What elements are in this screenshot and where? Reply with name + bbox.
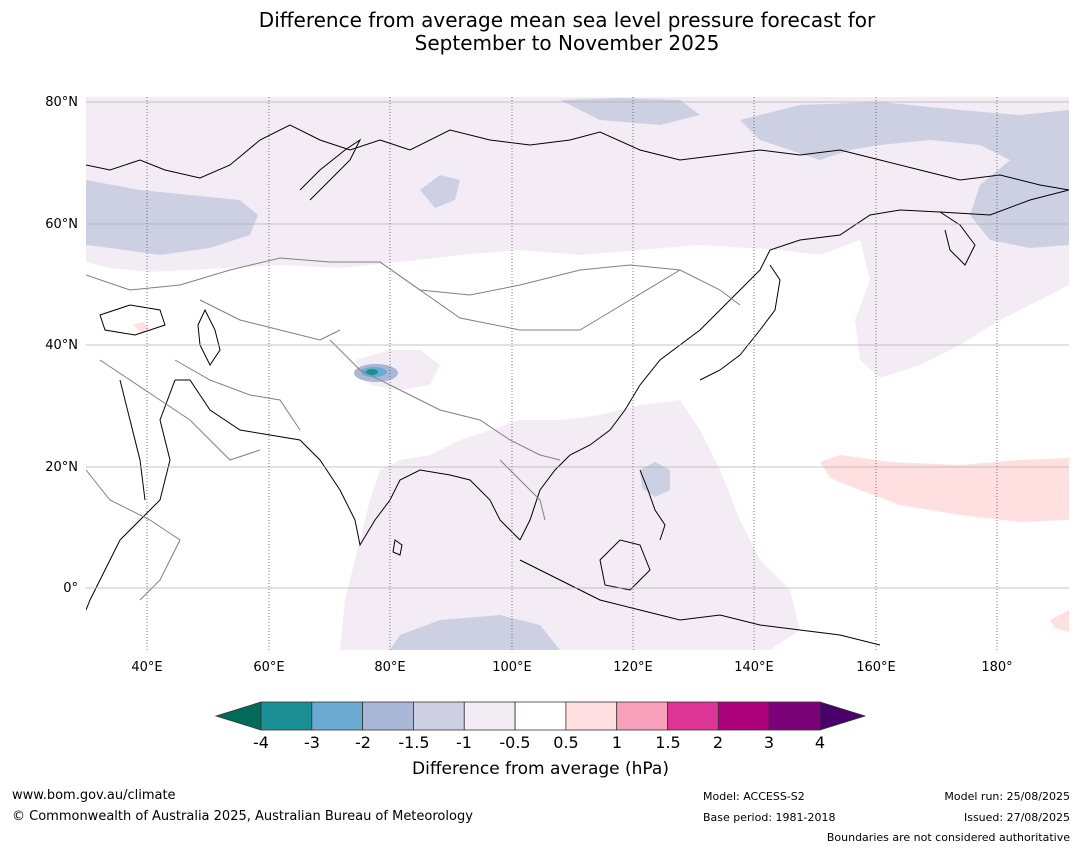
coast-kamchatka <box>939 211 976 266</box>
coast-indonesia <box>519 559 881 646</box>
colorbar <box>214 701 867 731</box>
lat-label-60n: 60°N <box>45 217 78 232</box>
footer-model-run: Model run: 25/08/2025 <box>944 790 1070 803</box>
colorbar-segment <box>717 701 770 731</box>
coast-eurasia-east <box>519 189 1069 541</box>
border-china-south <box>329 339 561 461</box>
colorbar-tick-1: -3 <box>304 733 320 752</box>
colorbar-over-triangle <box>819 701 867 731</box>
border-africa <box>86 469 181 601</box>
lat-label-0: 0° <box>63 581 78 596</box>
coast-sri-lanka <box>392 539 403 556</box>
colorbar-tick-10: 3 <box>763 733 775 752</box>
colorbar-segment <box>667 701 719 731</box>
lon-label-180: 180° <box>981 660 1013 675</box>
lat-label-80n: 80°N <box>45 95 78 110</box>
anomaly-maritime-darker <box>390 615 560 650</box>
title-line-1: Difference from average mean sea level p… <box>258 8 876 32</box>
colorbar-tick-6: 0.5 <box>553 733 579 752</box>
colorbar-tick-8: 1.5 <box>655 733 681 752</box>
colorbar-segment <box>616 701 668 731</box>
lon-label-140e: 140°E <box>734 660 774 675</box>
colorbar-tick-5: -0.5 <box>499 733 531 752</box>
lon-label-80e: 80°E <box>374 660 406 675</box>
footer-copyright: © Commonwealth of Australia 2025, Austra… <box>12 809 473 824</box>
colorbar-tick-7: 1 <box>611 733 623 752</box>
country-borders <box>86 257 741 601</box>
footer-website: www.bom.gov.au/climate <box>12 788 176 803</box>
lat-label-20n: 20°N <box>45 460 78 475</box>
colorbar-tick-4: -1 <box>456 733 472 752</box>
colorbar-tick-2: -2 <box>355 733 371 752</box>
border-southeast-asia <box>499 459 546 521</box>
coast-black-sea <box>99 304 166 336</box>
anomaly-west-siberia-patch <box>420 175 460 208</box>
anomaly-arctic-central <box>560 98 700 125</box>
anomaly-north-pacific-positive <box>820 455 1069 522</box>
footer-issued: Issued: 27/08/2025 <box>963 811 1070 824</box>
border-iran-afghan <box>174 359 301 431</box>
longitude-gridlines <box>146 97 998 650</box>
anomaly-caucasus-positive <box>133 322 150 333</box>
colorbar-tick-0: -4 <box>253 733 269 752</box>
coast-south-asia <box>175 379 521 547</box>
anomaly-north-pacific-lavender <box>855 240 1069 378</box>
colorbar-segments <box>260 701 821 731</box>
coast-caspian <box>197 308 221 366</box>
anomaly-east-pacific-positive <box>1050 610 1069 632</box>
colorbar-segment <box>311 701 364 731</box>
title-line-2: September to November 2025 <box>414 31 720 55</box>
lon-label-100e: 100°E <box>492 660 532 675</box>
colorbar-segment <box>565 701 618 731</box>
footer-model: Model: ACCESS-S2 <box>703 790 805 803</box>
colorbar-tick-3: -1.5 <box>398 733 430 752</box>
coast-red-sea <box>119 379 146 501</box>
colorbar-segment <box>514 701 567 731</box>
coast-eurasia-north <box>86 124 1069 191</box>
coast-japan <box>699 264 781 381</box>
anomaly-scandinavia <box>86 180 258 255</box>
colorbar-segment <box>463 701 516 731</box>
map-plot-area <box>86 97 1069 650</box>
border-mongolia <box>379 261 681 331</box>
coast-philippines <box>639 469 666 541</box>
anomaly-indian-ocean-maritime <box>340 400 800 650</box>
colorbar-segment <box>768 701 821 731</box>
coast-novaya-zemlya <box>299 138 362 201</box>
lon-label-120e: 120°E <box>613 660 653 675</box>
footer-base-period: Base period: 1981-2018 <box>703 811 836 824</box>
lon-label-40e: 40°E <box>131 660 163 675</box>
colorbar-segment <box>260 701 313 731</box>
colorbar-title: Difference from average (hPa) <box>412 759 669 779</box>
border-central-asia <box>199 299 341 341</box>
latitude-gridlines <box>86 101 1069 589</box>
anomaly-tibet-core <box>366 369 378 375</box>
colorbar-under-triangle <box>214 701 262 731</box>
colorbar-segment <box>413 701 465 731</box>
coastlines <box>86 124 1069 646</box>
colorbar-tick-11: 4 <box>814 733 826 752</box>
lon-label-60e: 60°E <box>253 660 285 675</box>
lon-label-160e: 160°E <box>856 660 896 675</box>
colorbar-tick-9: 2 <box>712 733 724 752</box>
border-middle-east <box>99 359 261 461</box>
anomaly-east-siberia <box>740 102 1069 248</box>
lat-label-40n: 40°N <box>45 338 78 353</box>
footer-disclaimer: Boundaries are not considered authoritat… <box>826 831 1070 844</box>
map-title: Difference from average mean sea level p… <box>0 9 1081 55</box>
colorbar-segment <box>362 701 414 731</box>
coast-arabia-africa <box>86 379 176 611</box>
coast-borneo <box>599 539 651 591</box>
